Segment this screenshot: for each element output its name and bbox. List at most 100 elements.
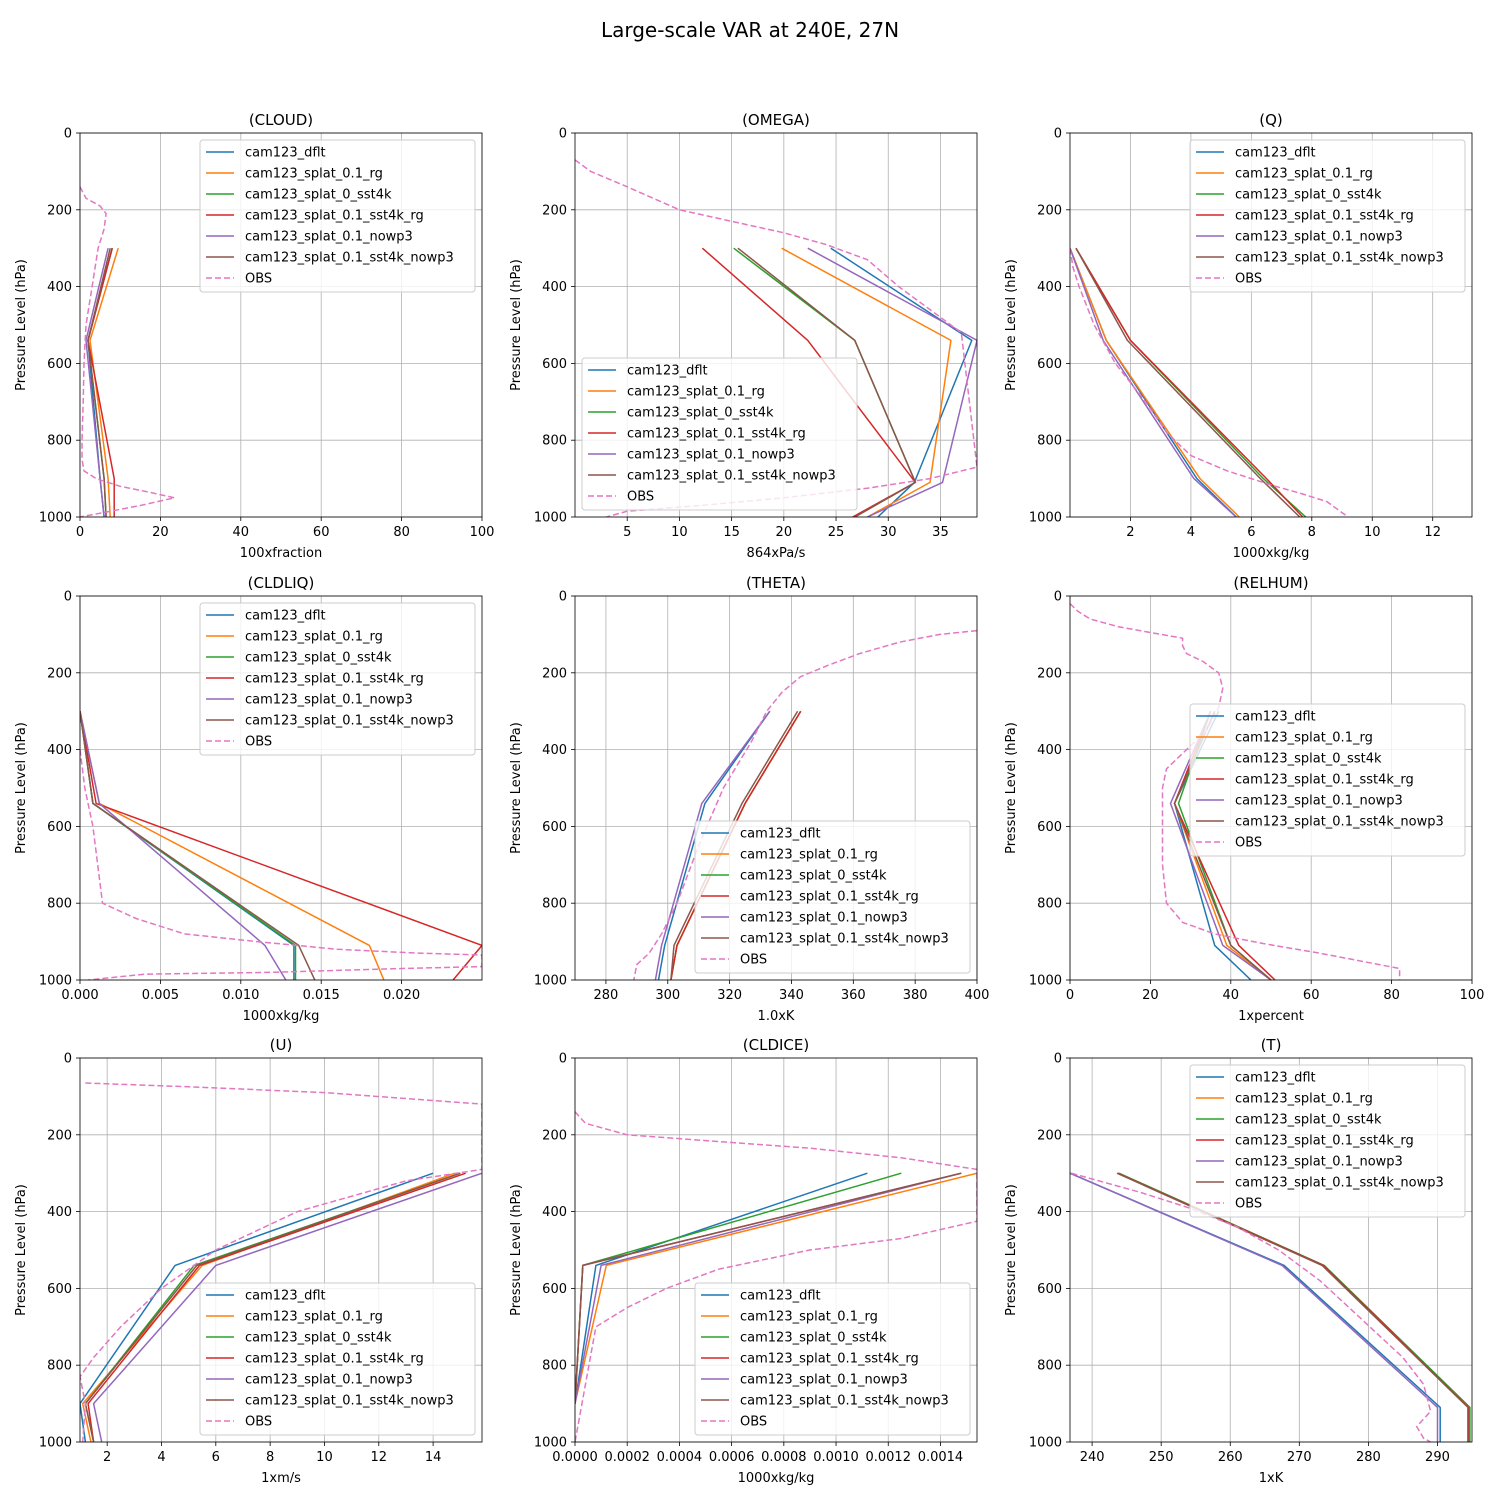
legend: cam123_dflt cam123_splat_0.1_rg cam123_spl…	[199, 602, 476, 756]
legend-box	[199, 139, 476, 293]
y-tick-label: 800	[1037, 1359, 1062, 1374]
y-tick-label: 400	[542, 743, 567, 758]
axes-frame	[1069, 595, 1473, 981]
chart-title: (THETA)	[746, 574, 806, 592]
chart-title: (Q)	[1259, 111, 1283, 129]
x-tick-label: 250	[1149, 1450, 1174, 1465]
x-tick-label: 12	[1424, 525, 1441, 540]
x-tick-label: 0.0012	[865, 1450, 911, 1465]
y-axis-label: Pressure Level (hPa)	[509, 259, 524, 391]
chart-title: (CLDLIQ)	[248, 574, 315, 592]
legend-box	[694, 1282, 971, 1436]
series-line-cam123_splat_0.1_nowp3	[575, 1172, 962, 1404]
legend-label: cam123_splat_0.1_nowp3	[1235, 794, 1403, 809]
legend-label: cam123_splat_0.1_rg	[245, 167, 383, 182]
x-tick-label: 30	[880, 525, 897, 540]
series-line-OBS	[1071, 1172, 1432, 1442]
x-tick-label: 20	[776, 525, 793, 540]
legend-label: cam123_splat_0_sst4k	[1235, 752, 1382, 767]
legend: cam123_dflt cam123_splat_0.1_rg cam123_spl…	[199, 1282, 476, 1436]
y-tick-label: 400	[47, 743, 72, 758]
y-tick-label: 200	[1037, 1128, 1062, 1143]
series-group	[1070, 1172, 1471, 1442]
series-line-cam123_splat_0.1_rg	[575, 1172, 977, 1404]
x-axis-label: 1xm/s	[261, 1471, 301, 1486]
series-line-cam123_splat_0.1_rg	[781, 247, 952, 517]
y-tick-label: 0	[64, 1052, 72, 1067]
y-tick-label: 200	[542, 1128, 567, 1143]
x-axis-label: 1000xkg/kg	[243, 1009, 320, 1024]
legend-label: cam123_splat_0.1_nowp3	[245, 1373, 413, 1388]
x-tick-label: 35	[932, 525, 949, 540]
y-tick-label: 200	[47, 203, 72, 218]
legend-box	[199, 1282, 476, 1436]
y-tick-label: 800	[542, 1359, 567, 1374]
y-tick-label: 600	[542, 357, 567, 372]
legend-label: cam123_splat_0.1_rg	[245, 1310, 383, 1325]
series-line-cam123_splat_0.1_nowp3	[807, 247, 977, 517]
axes-frame	[574, 1057, 978, 1443]
x-tick-label: 0	[76, 525, 84, 540]
legend-box	[199, 602, 476, 756]
y-tick-label: 1000	[39, 974, 72, 989]
legend-label: OBS	[740, 1415, 767, 1430]
axes-frame	[1069, 1057, 1473, 1443]
x-tick-label: 0.010	[222, 988, 259, 1003]
legend-label: OBS	[1235, 836, 1262, 851]
x-tick-label: 80	[393, 525, 410, 540]
x-tick-label: 290	[1425, 1450, 1450, 1465]
series-group	[80, 711, 482, 980]
legend-label: cam123_splat_0.1_rg	[1235, 1092, 1373, 1107]
y-tick-label: 1000	[1029, 1436, 1062, 1451]
series-line-cam123_splat_0.1_sst4k_rg	[87, 1172, 466, 1442]
x-axis-label: 1xK	[1259, 1471, 1284, 1486]
x-tick-label: 40	[233, 525, 250, 540]
series-line-cam123_splat_0.1_nowp3	[1070, 1172, 1439, 1442]
legend-label: cam123_splat_0.1_sst4k_rg	[740, 1352, 919, 1367]
legend-label: cam123_splat_0.1_nowp3	[1235, 1155, 1403, 1170]
y-tick-label: 400	[1037, 280, 1062, 295]
legend: cam123_dflt cam123_splat_0.1_rg cam123_spl…	[199, 139, 476, 293]
legend-label: OBS	[1235, 272, 1262, 287]
legend-label: cam123_splat_0_sst4k	[245, 651, 392, 666]
y-tick-label: 0	[64, 127, 72, 142]
y-tick-label: 600	[542, 820, 567, 835]
legend: cam123_dflt cam123_splat_0.1_rg cam123_spl…	[1189, 703, 1466, 857]
y-tick-label: 0	[1054, 1052, 1062, 1067]
legend-label: cam123_splat_0.1_rg	[627, 385, 765, 400]
x-tick-label: 4	[157, 1450, 165, 1465]
legend-label: cam123_splat_0.1_nowp3	[627, 448, 795, 463]
legend-box	[1189, 703, 1466, 857]
y-tick-label: 0	[1054, 590, 1062, 605]
legend-label: cam123_splat_0.1_nowp3	[740, 1373, 908, 1388]
x-tick-label: 0.0008	[761, 1450, 807, 1465]
series-line-cam123_splat_0.1_sst4k_nowp3	[737, 247, 917, 517]
series-line-cam123_splat_0.1_nowp3	[85, 248, 109, 517]
legend-label: cam123_dflt	[740, 827, 821, 842]
y-tick-label: 1000	[534, 974, 567, 989]
y-tick-label: 200	[1037, 666, 1062, 681]
legend-label: cam123_splat_0.1_sst4k_nowp3	[245, 251, 454, 266]
chart-panel-2: 2 4 6 8 10 12 0 200 400 600 800 1000 (Q) 1000xkg/kg Pr…	[1004, 111, 1473, 561]
legend-label: cam123_splat_0.1_sst4k_rg	[245, 209, 424, 224]
x-tick-label: 8	[266, 1450, 274, 1465]
legend-label: cam123_splat_0.1_rg	[1235, 167, 1373, 182]
chart-title: (CLDICE)	[743, 1036, 809, 1054]
series-line-OBS	[80, 1082, 482, 1442]
y-tick-label: 200	[47, 666, 72, 681]
y-tick-label: 400	[1037, 743, 1062, 758]
y-tick-label: 400	[542, 1205, 567, 1220]
y-tick-label: 800	[542, 897, 567, 912]
legend-label: cam123_splat_0.1_sst4k_rg	[1235, 773, 1414, 788]
series-line-cam123_dflt	[830, 247, 973, 517]
x-tick-label: 0.015	[303, 988, 340, 1003]
series-line-cam123_splat_0.1_sst4k_nowp3	[80, 711, 316, 980]
legend-label: cam123_splat_0_sst4k	[245, 1331, 392, 1346]
series-line-OBS	[1070, 603, 1401, 980]
y-tick-label: 600	[47, 820, 72, 835]
x-tick-label: 8	[1308, 525, 1316, 540]
y-axis-label: Pressure Level (hPa)	[1004, 1184, 1019, 1316]
x-tick-label: 0.000	[61, 988, 98, 1003]
chart-title: (CLOUD)	[249, 111, 313, 129]
legend-label: cam123_splat_0.1_sst4k_rg	[627, 427, 806, 442]
